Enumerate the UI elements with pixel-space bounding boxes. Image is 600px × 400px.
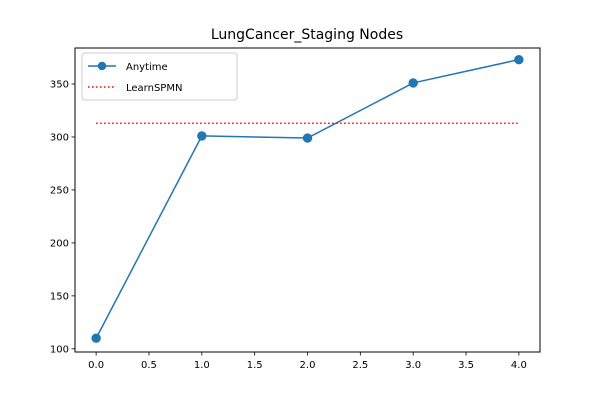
- y-tick-label: 200: [50, 238, 69, 249]
- x-tick-label: 2.5: [352, 360, 368, 371]
- legend-label: LearnSPMN: [126, 83, 182, 94]
- legend-label: Anytime: [126, 62, 168, 73]
- y-tick-label: 350: [50, 80, 69, 91]
- x-tick-label: 0.0: [88, 360, 104, 371]
- data-point: [197, 131, 207, 141]
- data-point: [514, 54, 524, 65]
- data-point: [91, 333, 101, 343]
- x-tick-label: 3.5: [458, 360, 474, 371]
- data-point: [302, 133, 313, 143]
- legend-box: [81, 52, 238, 101]
- x-tick-label: 4.0: [511, 360, 527, 371]
- x-tick-label: 3.0: [405, 360, 421, 371]
- legend: Anytime LearnSPMN: [81, 52, 238, 101]
- plot-frame: [74, 47, 541, 353]
- chart-title: LungCancer_Staging Nodes: [211, 27, 403, 43]
- data-point: [408, 78, 418, 88]
- x-tick-label: 0.5: [141, 360, 157, 371]
- y-tick-label: 150: [50, 291, 69, 302]
- y-tick-label: 300: [50, 132, 69, 143]
- y-axis-ticks: 100 150 200 250 300 350: [50, 80, 75, 355]
- y-tick-label: 250: [50, 185, 69, 196]
- x-tick-label: 1.0: [194, 360, 210, 371]
- x-tick-label: 2.0: [300, 360, 316, 371]
- x-axis-ticks: 0.0 0.5 1.0 1.5 2.0 2.5 3.0 3.5 4.0: [88, 352, 527, 371]
- series-layer: [91, 54, 524, 343]
- x-tick-label: 1.5: [247, 360, 263, 371]
- y-tick-label: 100: [50, 344, 69, 355]
- legend-marker: [97, 61, 107, 71]
